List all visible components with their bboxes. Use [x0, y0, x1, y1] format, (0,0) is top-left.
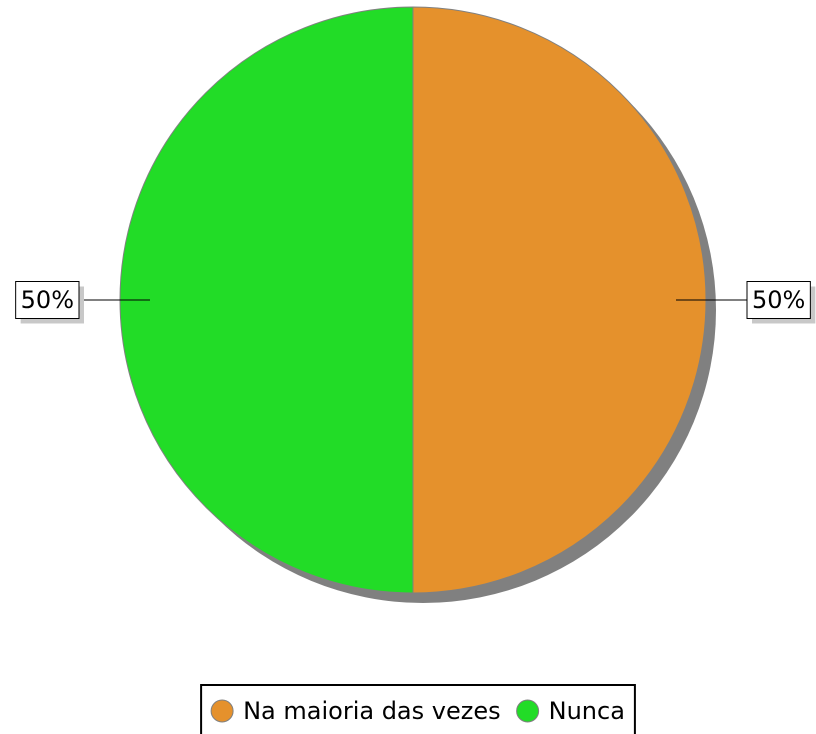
pie-slice — [119, 6, 414, 594]
data-label: 50% — [15, 281, 84, 324]
legend-swatch — [516, 699, 540, 723]
legend: Na maioria das vezes Nunca — [200, 684, 636, 734]
data-label: 50% — [746, 281, 816, 324]
label-box — [746, 281, 811, 319]
pie-slice — [412, 6, 707, 594]
legend-label: Nunca — [549, 697, 625, 725]
legend-box — [200, 684, 636, 734]
label-text: 50% — [752, 286, 805, 314]
label-text: 50% — [21, 286, 74, 314]
legend-label: Na maioria das vezes — [243, 697, 501, 725]
legend-swatch — [210, 699, 234, 723]
label-box — [15, 281, 80, 319]
